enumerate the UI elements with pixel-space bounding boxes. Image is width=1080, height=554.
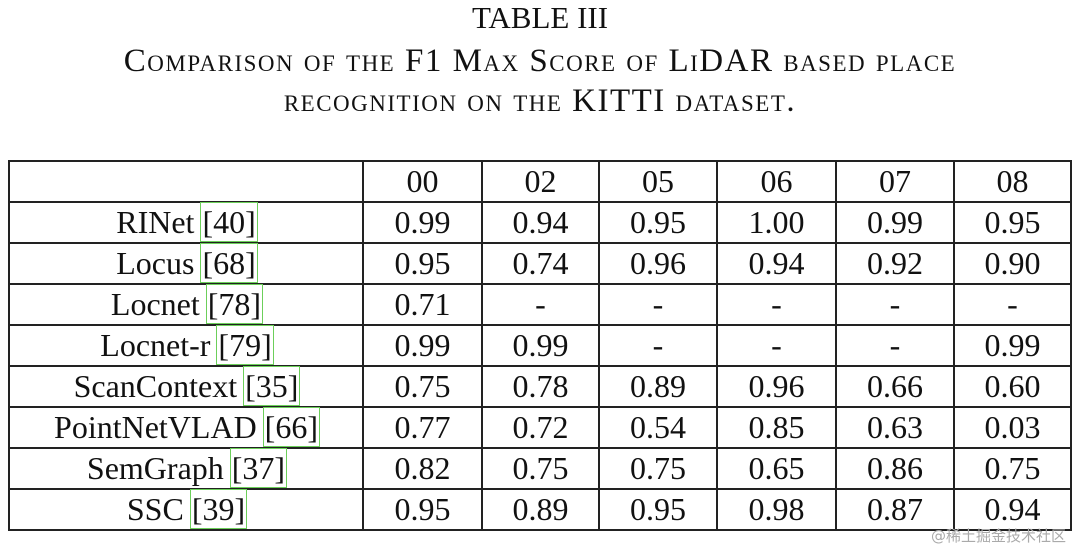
score-cell: 0.90 bbox=[953, 242, 1072, 285]
score-cell: 0.78 bbox=[481, 365, 600, 408]
data-row: SSC [39] 0.95 0.89 0.95 0.98 0.87 0.94 bbox=[8, 488, 1072, 531]
citation: [35] bbox=[243, 366, 301, 406]
method-name: ScanContext bbox=[73, 368, 238, 404]
corner-cell bbox=[8, 160, 364, 203]
method-name: PointNetVLAD bbox=[54, 409, 257, 445]
caption-line: Comparison of the F1 Max Score of LiDAR … bbox=[123, 43, 957, 79]
method-name: Locnet bbox=[110, 286, 200, 322]
score-cell: - bbox=[716, 283, 837, 326]
score-cell: 0.92 bbox=[835, 242, 955, 285]
data-row: Locnet-r [79] 0.99 0.99- - -0.99 bbox=[8, 324, 1072, 367]
header-row: 00 02 05 06 07 08 bbox=[8, 160, 1072, 203]
citation: [66] bbox=[262, 407, 320, 447]
score-cell: 0.99 bbox=[481, 324, 600, 367]
score-cell: 0.85 bbox=[716, 406, 837, 449]
score-cell: 0.75 bbox=[362, 365, 483, 408]
score-cell: - bbox=[835, 283, 955, 326]
score-cell: 0.75 bbox=[481, 447, 600, 490]
score-cell: 0.66 bbox=[835, 365, 955, 408]
method-cell: Locus [68] bbox=[8, 242, 364, 285]
score-cell: 0.94 bbox=[716, 242, 837, 285]
watermark: @稀土掘金技术社区 bbox=[930, 527, 1066, 545]
method-name: SemGraph bbox=[86, 450, 224, 486]
caption-line: recognition on the KITTI dataset. bbox=[283, 83, 797, 119]
column-header: 07 bbox=[835, 160, 955, 203]
method-name: Locus bbox=[116, 245, 195, 281]
method-name: RINet bbox=[116, 204, 195, 240]
column-header: 06 bbox=[716, 160, 837, 203]
method-cell: PointNetVLAD [66] bbox=[8, 406, 364, 449]
score-cell: 0.95 bbox=[953, 201, 1072, 244]
citation: [39] bbox=[189, 489, 248, 529]
score-cell: 0.99 bbox=[362, 324, 483, 367]
column-header: 02 bbox=[481, 160, 600, 203]
score-cell: 0.54 bbox=[598, 406, 718, 449]
score-cell: 0.65 bbox=[716, 447, 837, 490]
score-cell: - bbox=[835, 324, 955, 367]
score-cell: 0.60 bbox=[953, 365, 1072, 408]
score-cell: 0.72 bbox=[481, 406, 600, 449]
score-cell: - bbox=[481, 283, 600, 326]
method-cell: SSC [39] bbox=[8, 488, 364, 531]
column-header: 05 bbox=[598, 160, 718, 203]
method-cell: SemGraph [37] bbox=[8, 447, 364, 490]
score-cell: - bbox=[716, 324, 837, 367]
score-cell: 0.89 bbox=[481, 488, 600, 531]
score-cell: 0.82 bbox=[362, 447, 483, 490]
score-cell: 0.71 bbox=[362, 283, 483, 326]
score-cell: 0.77 bbox=[362, 406, 483, 449]
results-table: 00 02 05 06 07 08 RINet [40] 0.99 0.94 0.95 1.00 0.… bbox=[8, 160, 1072, 531]
method-name: SSC bbox=[126, 491, 184, 527]
method-cell: RINet [40] bbox=[8, 201, 364, 244]
citation: [40] bbox=[200, 202, 258, 242]
score-cell: 0.86 bbox=[835, 447, 955, 490]
score-cell: 0.63 bbox=[835, 406, 955, 449]
score-cell: 0.75 bbox=[598, 447, 718, 490]
score-cell: 0.95 bbox=[362, 242, 483, 285]
data-row: Locus [68] 0.95 0.74 0.96 0.94 0.92 0.90 bbox=[8, 242, 1072, 285]
score-cell: 0.96 bbox=[598, 242, 718, 285]
score-cell: 0.75 bbox=[953, 447, 1072, 490]
column-header: 08 bbox=[953, 160, 1072, 203]
method-cell: Locnet [78] bbox=[8, 283, 364, 326]
score-cell: - bbox=[598, 324, 718, 367]
score-cell: 0.98 bbox=[716, 488, 837, 531]
score-cell: - bbox=[953, 283, 1072, 326]
citation: [37] bbox=[229, 448, 288, 488]
table-label: TABLE III bbox=[471, 0, 609, 35]
data-row: Locnet [78] 0.71- - - - - bbox=[8, 283, 1072, 326]
score-cell: 0.74 bbox=[481, 242, 600, 285]
score-cell: 0.87 bbox=[835, 488, 955, 531]
citation: [78] bbox=[205, 284, 264, 324]
score-cell: 0.94 bbox=[953, 488, 1072, 531]
score-cell: 0.99 bbox=[953, 324, 1072, 367]
score-cell: 0.99 bbox=[362, 201, 483, 244]
method-name: Locnet-r bbox=[100, 327, 211, 363]
citation: [68] bbox=[200, 243, 258, 283]
score-cell: - bbox=[598, 283, 718, 326]
score-cell: 0.95 bbox=[598, 488, 718, 531]
data-row: RINet [40] 0.99 0.94 0.95 1.00 0.99 0.95 bbox=[8, 201, 1072, 244]
method-cell: ScanContext [35] bbox=[8, 365, 364, 408]
score-cell: 0.96 bbox=[716, 365, 837, 408]
score-cell: 0.89 bbox=[598, 365, 718, 408]
citation: [79] bbox=[216, 325, 274, 365]
method-cell: Locnet-r [79] bbox=[8, 324, 364, 367]
score-cell: 0.94 bbox=[481, 201, 600, 244]
score-cell: 0.95 bbox=[362, 488, 483, 531]
data-row: PointNetVLAD [66] 0.77 0.72 0.54 0.85 0.63 0.0… bbox=[8, 406, 1072, 449]
score-cell: 0.03 bbox=[953, 406, 1072, 449]
score-cell: 0.95 bbox=[598, 201, 718, 244]
data-row: ScanContext [35] 0.75 0.78 0.89 0.96 0.66 0.60 bbox=[8, 365, 1072, 408]
score-cell: 1.00 bbox=[716, 201, 837, 244]
data-row: SemGraph [37] 0.82 0.75 0.75 0.65 0.86 0.75 bbox=[8, 447, 1072, 490]
column-header: 00 bbox=[362, 160, 483, 203]
score-cell: 0.99 bbox=[835, 201, 955, 244]
